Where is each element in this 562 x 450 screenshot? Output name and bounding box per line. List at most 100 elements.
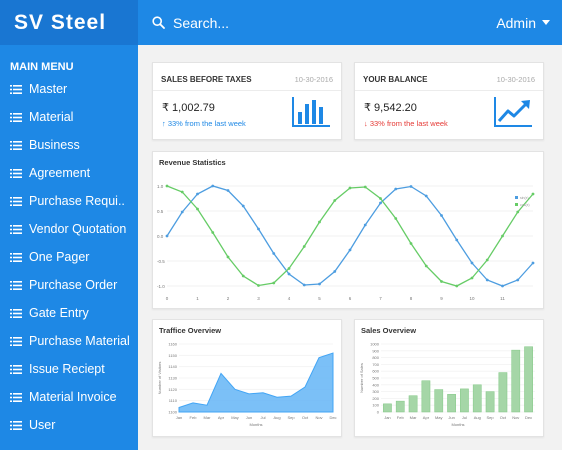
data-point (272, 252, 276, 255)
y-tick-label: 400 (372, 382, 379, 387)
topbar: Admin (138, 0, 562, 45)
data-point (501, 234, 504, 238)
data-point (501, 284, 504, 288)
list-icon (10, 280, 22, 290)
stat-value: ₹ 1,002.79 (162, 102, 215, 114)
user-menu[interactable]: Admin (496, 15, 562, 31)
x-tick-label: Apr (218, 415, 225, 420)
x-tick-label: Dec (525, 415, 532, 420)
sidebar-item[interactable]: Purchase Material (0, 327, 138, 355)
x-tick-label: Dec (329, 415, 336, 420)
data-point (211, 184, 215, 188)
x-tick-label: 11 (500, 296, 505, 301)
y-tick-label: 100 (372, 403, 379, 408)
y-tick-label: 200 (372, 396, 379, 401)
stat-value: ₹ 9,542.20 (364, 102, 417, 114)
legend-label: cos(x) (520, 203, 530, 207)
y-tick-label: 800 (372, 355, 379, 360)
sidebar-item-label: Material (29, 110, 74, 124)
sidebar-item[interactable]: User (0, 411, 138, 439)
stat-title: YOUR BALANCE (363, 75, 428, 84)
sidebar-item[interactable]: Business (0, 131, 138, 159)
data-point (455, 284, 459, 288)
x-tick-label: Jun (448, 415, 454, 420)
data-point (516, 278, 520, 282)
sales-chart-card: Sales Overview 1000 900 800 700 600 500 400 300… (354, 319, 544, 437)
sidebar-item-label: Issue Reciept (29, 362, 105, 376)
sidebar-item[interactable]: Material Invoice (0, 383, 138, 411)
arrow-down-icon: ↓ (364, 119, 368, 128)
y-tick-label: -0.5 (157, 259, 165, 264)
x-tick-label: Jan (176, 415, 182, 420)
data-point (424, 194, 428, 198)
data-point (180, 190, 184, 194)
data-point (440, 280, 443, 283)
sidebar-item[interactable]: Gate Entry (0, 299, 138, 327)
sidebar-item-label: Purchase Requi.. (29, 194, 125, 208)
y-tick-label: 1150 (168, 353, 177, 358)
data-point (470, 261, 474, 265)
data-point (379, 201, 382, 205)
y-tick-label: 1130 (168, 376, 177, 381)
chart-title: Sales Overview (361, 326, 417, 335)
sidebar-item[interactable]: Vendor Quotation (0, 215, 138, 243)
chart-title: Traffice Overview (159, 326, 222, 335)
y-axis-label: Number of Sales (359, 363, 364, 393)
sidebar-item[interactable]: Material (0, 103, 138, 131)
x-tick-label: Jul (260, 415, 265, 420)
data-point (394, 217, 398, 220)
data-point (196, 207, 199, 211)
y-tick-label: 900 (372, 348, 379, 353)
sidebar-item[interactable]: Purchase Order (0, 271, 138, 299)
list-icon (10, 252, 22, 262)
x-tick-label: Aug (273, 415, 280, 420)
y-tick-label: 1160 (168, 342, 177, 347)
data-point (348, 248, 352, 252)
list-icon (10, 168, 22, 178)
stat-change: ↓ 33% from the last week (364, 119, 448, 128)
data-point (226, 255, 230, 259)
stat-title: SALES BEFORE TAXES (161, 75, 252, 84)
search-icon[interactable] (152, 16, 165, 29)
data-point (333, 199, 337, 202)
sidebar-item-label: Business (29, 138, 80, 152)
list-icon (10, 392, 22, 402)
bar (511, 349, 521, 413)
sidebar-item-label: One Pager (29, 250, 90, 264)
search-bar (138, 14, 496, 31)
x-tick-label: 0 (166, 296, 169, 301)
data-point (440, 214, 443, 217)
bar (498, 372, 508, 413)
data-point (287, 267, 291, 270)
area-fill (178, 352, 334, 413)
bar (408, 395, 418, 413)
sidebar-item[interactable]: One Pager (0, 243, 138, 271)
data-point (531, 192, 535, 196)
data-point (241, 204, 245, 208)
data-point (409, 185, 413, 188)
y-tick-label: 300 (372, 389, 379, 394)
data-point (363, 185, 367, 189)
brand-logo[interactable]: SV Steel (0, 0, 138, 45)
sidebar-item[interactable]: Agreement (0, 159, 138, 187)
stat-change-text: 33% from the last week (167, 119, 246, 128)
sidebar-item[interactable]: Purchase Requi.. (0, 187, 138, 215)
x-tick-label: Apr (423, 415, 430, 420)
menu-title: MAIN MENU (10, 61, 74, 73)
y-tick-label: 0.5 (157, 209, 164, 214)
data-point (409, 242, 413, 245)
x-tick-label: Sep (287, 415, 295, 420)
search-input[interactable] (173, 14, 373, 31)
x-tick-label: Jun (246, 415, 252, 420)
data-point (363, 223, 367, 227)
user-label: Admin (496, 14, 536, 31)
y-tick-label: 1000 (370, 342, 380, 347)
sidebar-item-label: Material Invoice (29, 390, 117, 404)
sidebar-item[interactable]: Issue Reciept (0, 355, 138, 383)
x-tick-label: 1 (196, 296, 199, 301)
sidebar-item[interactable]: Master (0, 75, 138, 103)
y-axis-label: Number of Visitors (157, 362, 162, 395)
x-tick-label: Oct (302, 415, 309, 420)
x-tick-label: Nov (512, 415, 519, 420)
chevron-down-icon (542, 20, 550, 25)
